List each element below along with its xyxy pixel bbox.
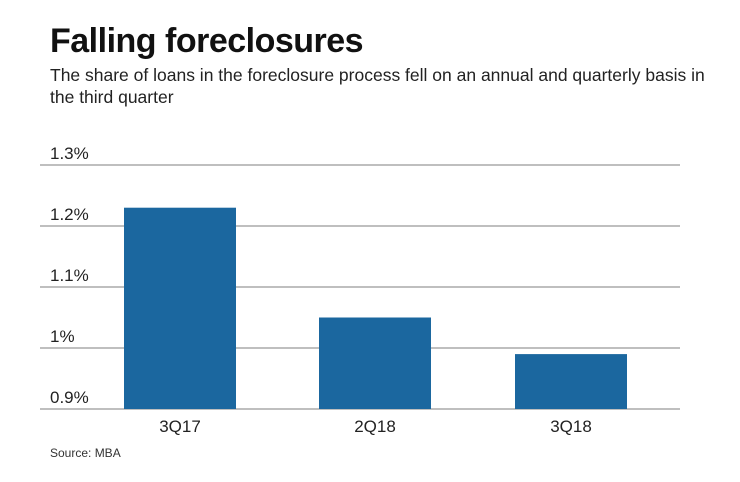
chart-subtitle: The share of loans in the foreclosure pr… xyxy=(50,65,705,107)
y-tick-label: 1.3% xyxy=(50,144,89,163)
y-tick-label: 0.9% xyxy=(50,388,89,407)
x-tick-label: 3Q18 xyxy=(550,417,592,436)
source-note: Source: MBA xyxy=(50,446,121,460)
y-tick-label: 1.1% xyxy=(50,266,89,285)
bar-3Q18 xyxy=(515,354,627,409)
x-tick-label: 2Q18 xyxy=(354,417,396,436)
y-tick-label: 1.2% xyxy=(50,205,89,224)
x-tick-label: 3Q17 xyxy=(159,417,201,436)
bar-2Q18 xyxy=(319,317,431,409)
bar-3Q17 xyxy=(124,207,236,409)
y-tick-label: 1% xyxy=(50,327,75,346)
chart-title: Falling foreclosures xyxy=(50,22,364,60)
